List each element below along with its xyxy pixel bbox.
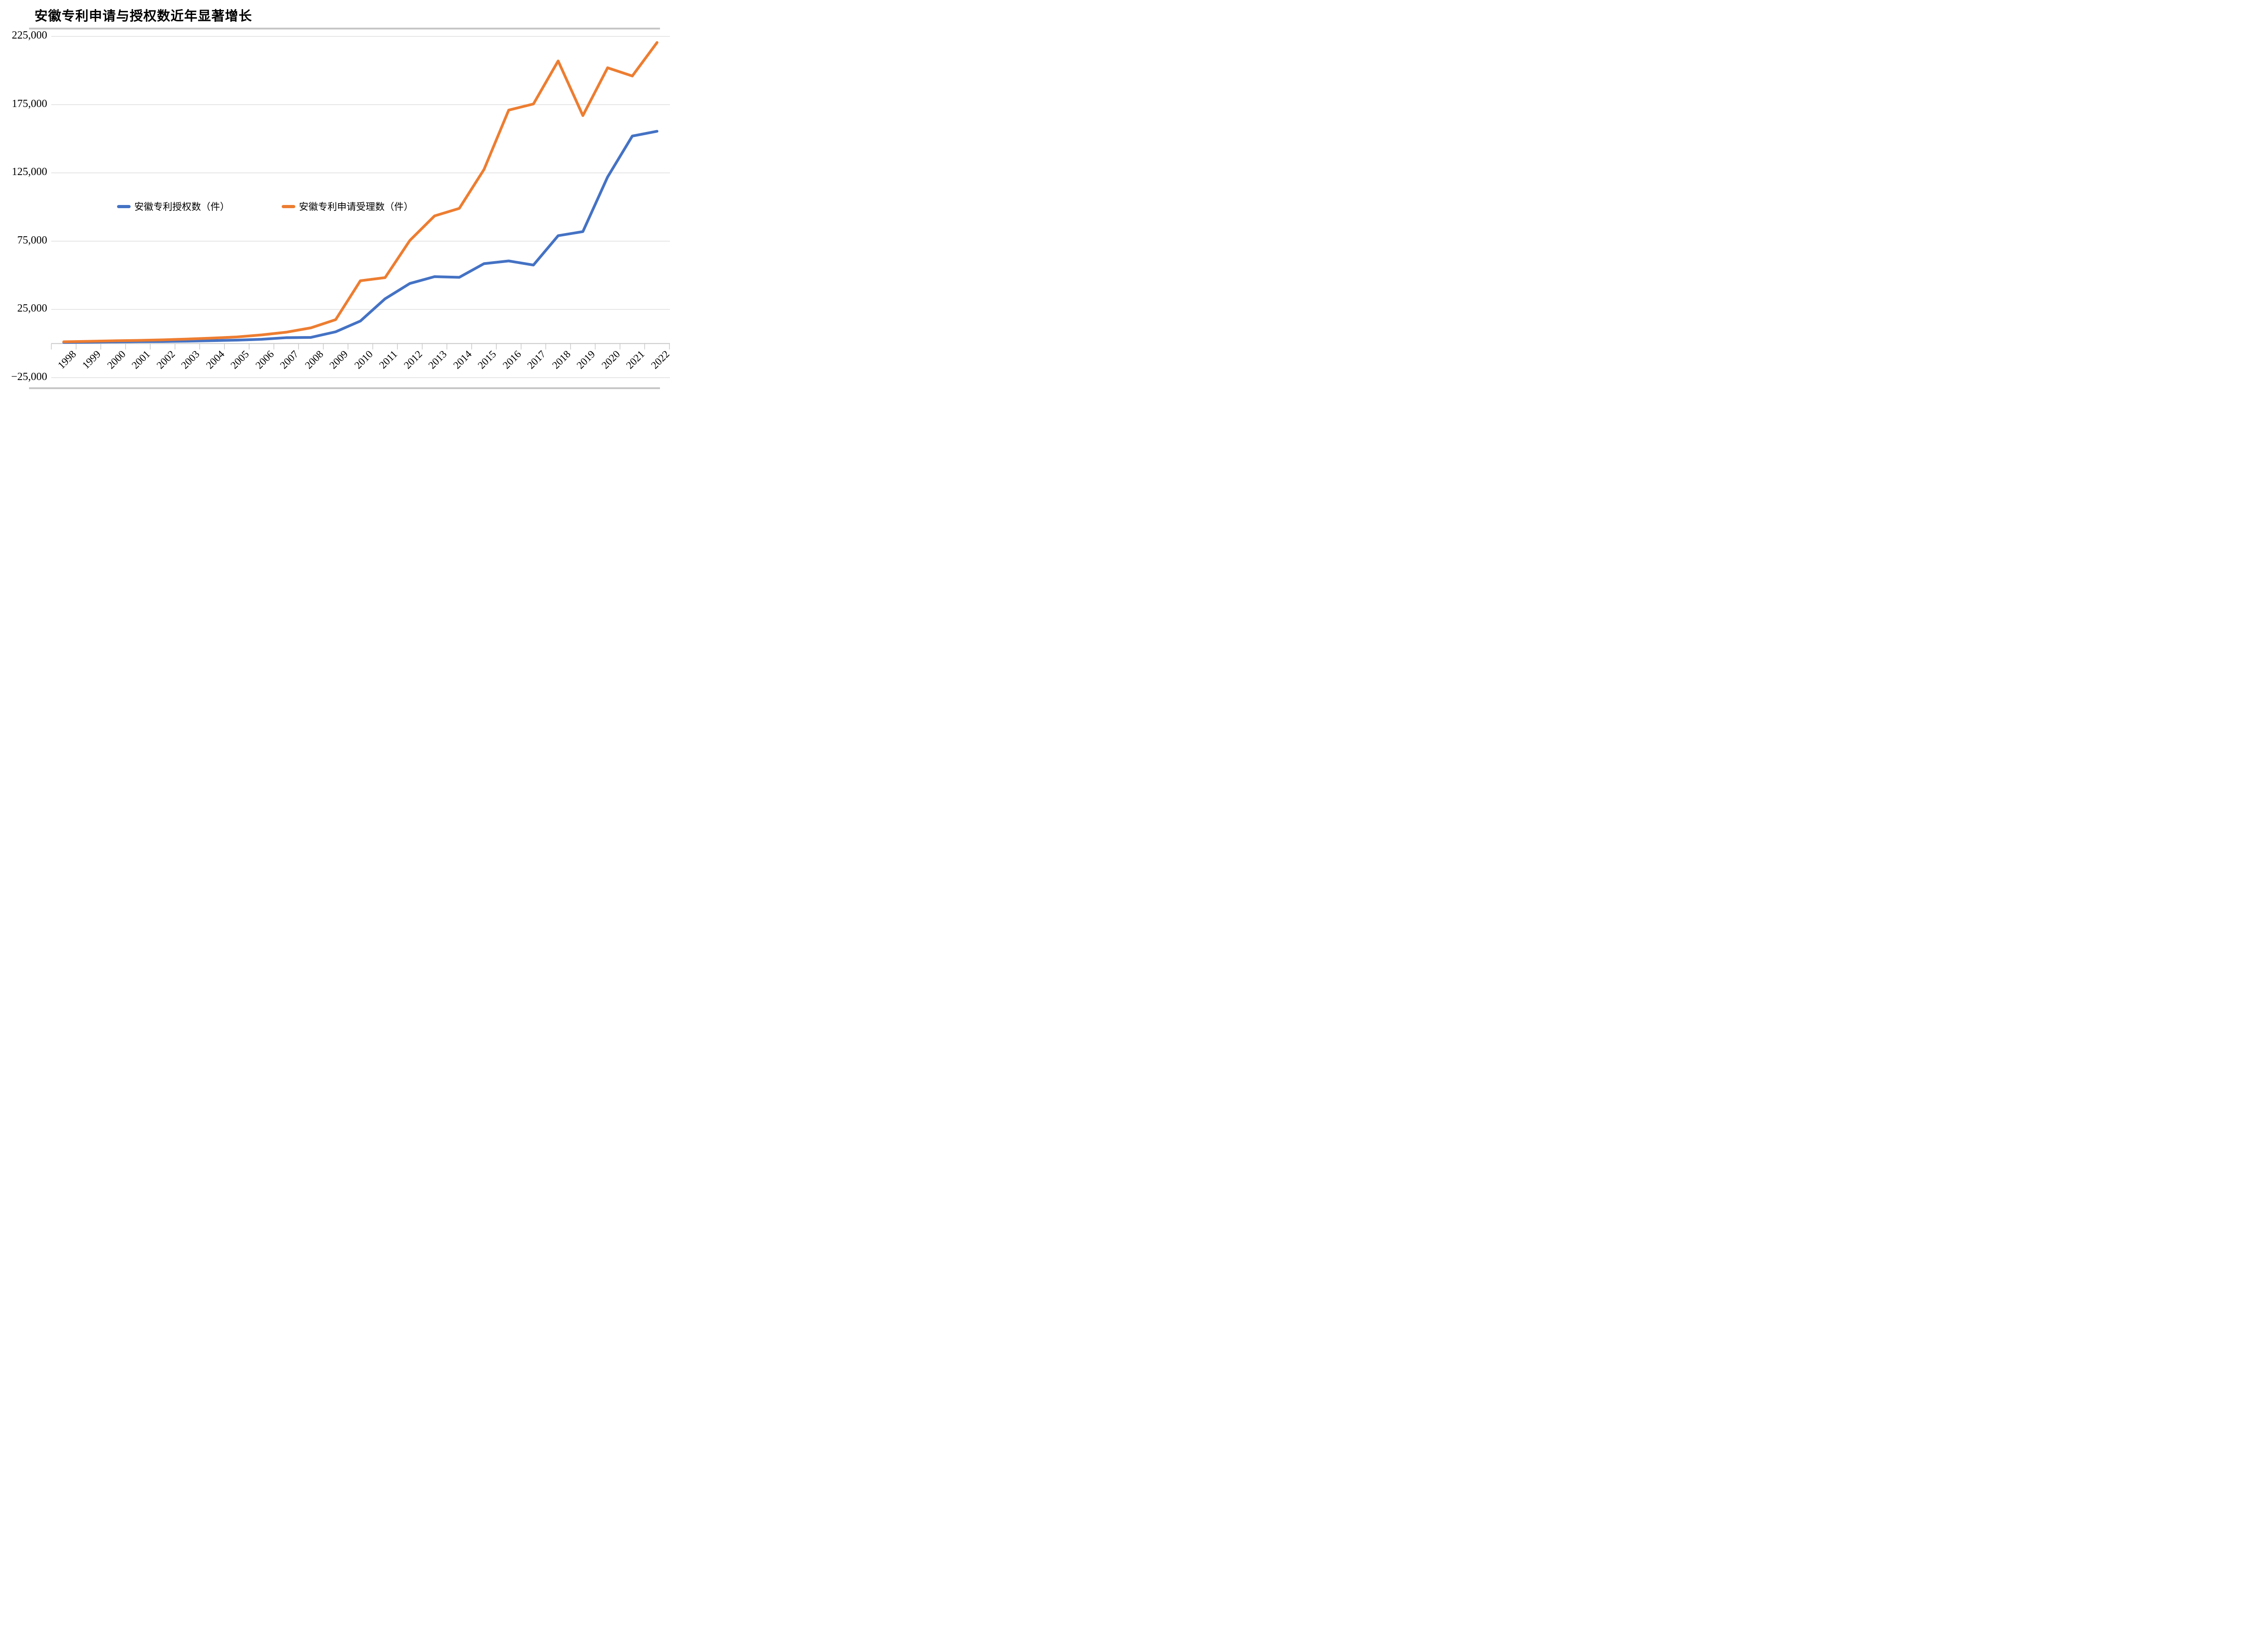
legend-item-applications: 安徽专利申请受理数（件） bbox=[282, 200, 413, 213]
legend-label-grants: 安徽专利授权数（件） bbox=[134, 201, 230, 212]
data-series-lines bbox=[62, 41, 659, 344]
plot-area bbox=[51, 36, 670, 378]
y-tick-label: 125,000 bbox=[12, 166, 47, 178]
legend-swatch-applications-icon bbox=[282, 205, 295, 208]
gridlines bbox=[51, 36, 670, 378]
legend-item-grants: 安徽专利授权数（件） bbox=[117, 200, 230, 213]
y-tick-label: 225,000 bbox=[12, 29, 47, 42]
y-tick-label: 175,000 bbox=[12, 98, 47, 110]
bottom-divider-rule bbox=[29, 387, 660, 389]
legend-swatch-grants-icon bbox=[117, 205, 131, 208]
top-divider-rule bbox=[29, 28, 660, 29]
patent-line-chart: 安徽专利申请与授权数近年显著增长 225,000 175,000 125,000 75… bbox=[0, 0, 677, 410]
chart-title: 安徽专利申请与授权数近年显著增长 bbox=[34, 9, 253, 24]
y-tick-label: 25,000 bbox=[17, 302, 47, 315]
y-tick-label: −25,000 bbox=[11, 371, 47, 383]
legend-label-applications: 安徽专利申请受理数（件） bbox=[299, 201, 413, 212]
x-axis-line-and-ticks bbox=[51, 343, 670, 350]
legend: 安徽专利授权数（件） 安徽专利申请受理数（件） bbox=[117, 200, 413, 213]
y-tick-label: 75,000 bbox=[17, 234, 47, 246]
